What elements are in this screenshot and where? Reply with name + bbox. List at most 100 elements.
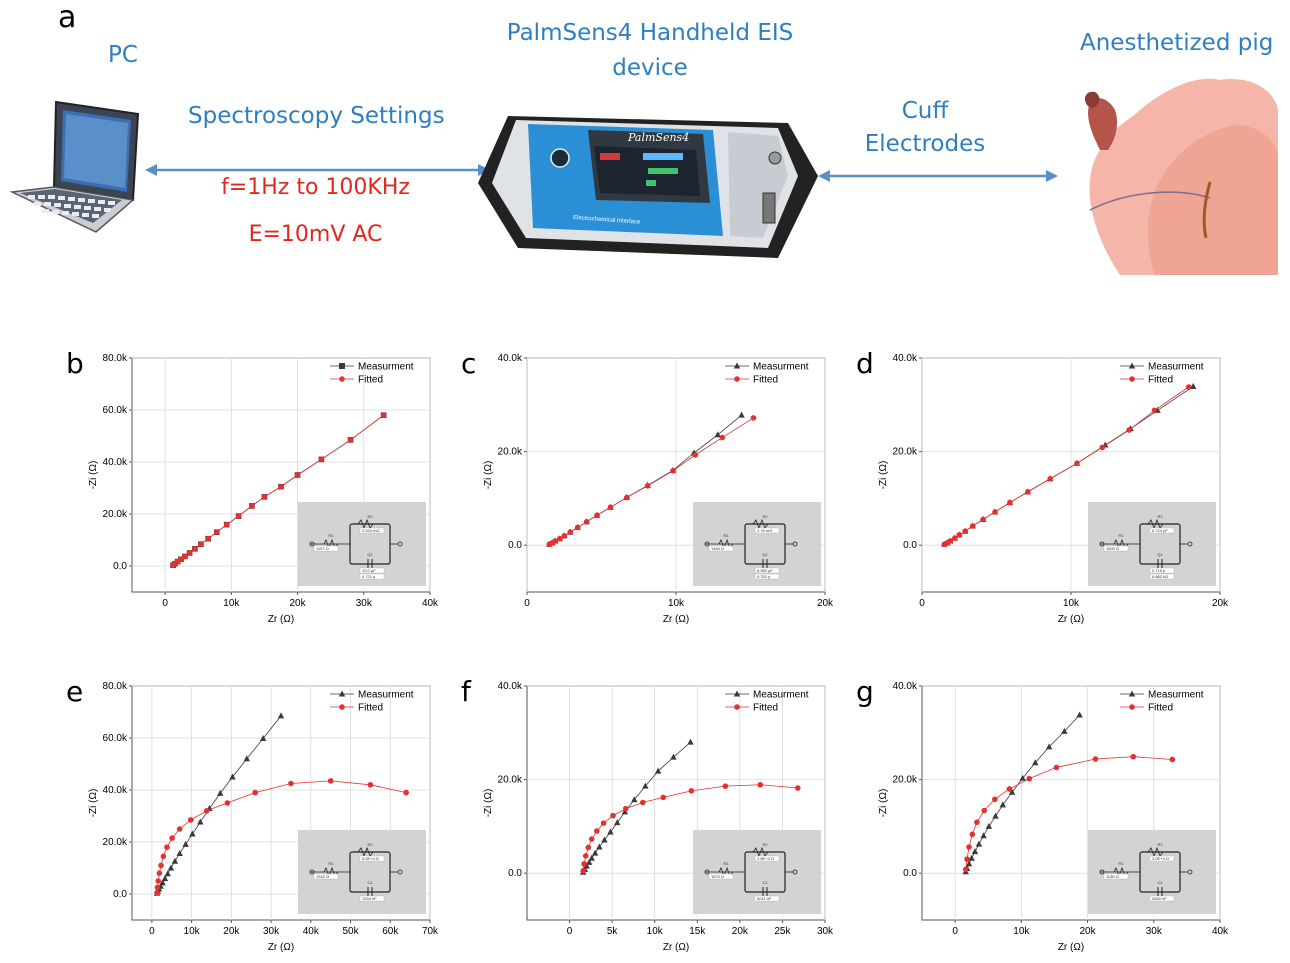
circuit-value: 1600 Ω [1106, 546, 1119, 551]
y-tick-label: 40.0k [498, 681, 523, 692]
fitted-point [974, 819, 980, 825]
arrow-pc-device [145, 164, 490, 176]
fitted-point [750, 415, 757, 421]
legend-marker-measurment [339, 363, 345, 369]
measurment-point [596, 843, 603, 850]
circuit-element-label: Q1 [367, 552, 373, 557]
measurment-point [591, 849, 599, 856]
legend-label: Measurment [358, 362, 414, 373]
measurment-point [1076, 711, 1083, 718]
fitted-point [294, 472, 301, 478]
device-label-line1: PalmSens4 Handheld EIS [506, 20, 794, 46]
circuit-element-label: R2 [1157, 514, 1163, 519]
y-tick-label: 60.0k [103, 405, 128, 416]
measurment-point [965, 860, 973, 867]
legend-label: Fitted [358, 375, 383, 386]
circuit-value: 6.724 μF [1152, 528, 1168, 533]
settings-label: Spectroscopy Settings [188, 103, 445, 129]
x-tick-label: 70k [422, 926, 439, 937]
legend-marker-fitted [339, 376, 345, 382]
fitted-point [155, 878, 162, 884]
fitted-point [249, 503, 255, 509]
y-tick-label: 40.0k [103, 457, 128, 468]
legend-label: Measurment [753, 690, 809, 701]
measurment-point [975, 840, 983, 847]
x-tick-label: 30k [263, 926, 280, 937]
circuit-value: 0.715 p [1152, 568, 1166, 573]
measurment-point [259, 735, 267, 742]
fitted-point [588, 836, 595, 842]
x-tick-label: 30k [1146, 926, 1163, 937]
fitted-point [981, 807, 988, 814]
y-axis-title: -Zi (Ω) [88, 789, 99, 818]
x-tick-label: 0 [162, 598, 168, 609]
circuit-element-label: C1 [1157, 880, 1163, 885]
y-tick-label: 20.0k [103, 837, 128, 848]
circuit-element-label: R1 [328, 533, 334, 538]
device-label-line2: device [612, 55, 688, 81]
circuit-element-label: R2 [1157, 842, 1163, 847]
cuff-label-line2: Electrodes [864, 131, 986, 157]
fitted-point [757, 781, 764, 788]
x-tick-label: 30k [356, 598, 373, 609]
chart-c: c 0 10k 20k 0.0 20.0k 40.0k Zr (Ω) -Zi (Ω) Measur… [455, 345, 845, 635]
circuit-value: 1344 nF [362, 896, 377, 901]
measurment-point [687, 738, 694, 745]
panel-letter-a: a [58, 0, 77, 35]
y-tick-label: 20.0k [893, 447, 918, 458]
x-tick-label: 10k [184, 926, 201, 937]
circuit-value: 1670 Ω [711, 874, 724, 879]
fitted-point [992, 509, 998, 515]
measurment-point [243, 755, 251, 762]
x-tick-label: 0 [919, 598, 925, 609]
circuit-value: 5.0E+4 Ω [362, 856, 379, 861]
legend-marker-fitted [734, 704, 740, 710]
circuit-value: 6.582 μF [757, 568, 773, 573]
fitted-point [1130, 753, 1137, 760]
fitted-point [169, 835, 175, 841]
fitted-point [956, 532, 963, 538]
measurment-point [277, 712, 285, 719]
measurment-point [1019, 774, 1026, 781]
fitted-point [594, 828, 600, 834]
fitted-point [962, 866, 969, 873]
fitted-point [794, 785, 801, 791]
fitted-point [670, 467, 676, 474]
measurment-point [182, 840, 189, 847]
panel-letter-f: f [461, 675, 472, 708]
fitted-point [1092, 756, 1099, 762]
fitted-point [198, 541, 204, 547]
circuit-value: 2.78 mΩ [757, 528, 772, 533]
measurment-point [980, 832, 987, 839]
fitted-point [561, 533, 568, 539]
circuit-element-label: R2 [367, 514, 373, 519]
measurment-point [176, 849, 183, 856]
x-axis-title: Zr (Ω) [663, 942, 689, 953]
y-tick-label: 20.0k [498, 775, 523, 786]
fitted-point [585, 844, 592, 851]
fitted-point [178, 556, 184, 563]
x-tick-label: 0 [149, 926, 155, 937]
device-bottom-text: Electrochemical Interface [573, 215, 641, 226]
x-tick-label: 20k [817, 598, 834, 609]
legend-marker-fitted [1129, 376, 1135, 382]
fitted-point [288, 780, 294, 787]
x-tick-label: 40k [422, 598, 439, 609]
circuit-value: 3.0E+4 Ω [1152, 856, 1169, 861]
x-tick-label: 10k [1013, 926, 1030, 937]
fitted-point [583, 519, 590, 525]
fitted-point [556, 535, 563, 542]
measurment-point [229, 773, 236, 780]
x-tick-label: 0 [524, 598, 530, 609]
legend-label: Measurment [358, 690, 414, 701]
fitted-point [1099, 444, 1106, 451]
equivalent-circuit-inset: R1 R2 C1 1670 Ω 2.8E+4 Ω 5011 nF [693, 830, 821, 914]
measurment-point [601, 836, 608, 843]
legend-label: Measurment [1148, 690, 1204, 701]
measurment-point [992, 812, 999, 819]
circuit-element-label: R2 [762, 514, 768, 519]
fitted-point [552, 538, 559, 544]
fitted-point [192, 546, 198, 552]
y-tick-label: 0.0 [113, 561, 127, 572]
fitted-point [660, 794, 667, 801]
